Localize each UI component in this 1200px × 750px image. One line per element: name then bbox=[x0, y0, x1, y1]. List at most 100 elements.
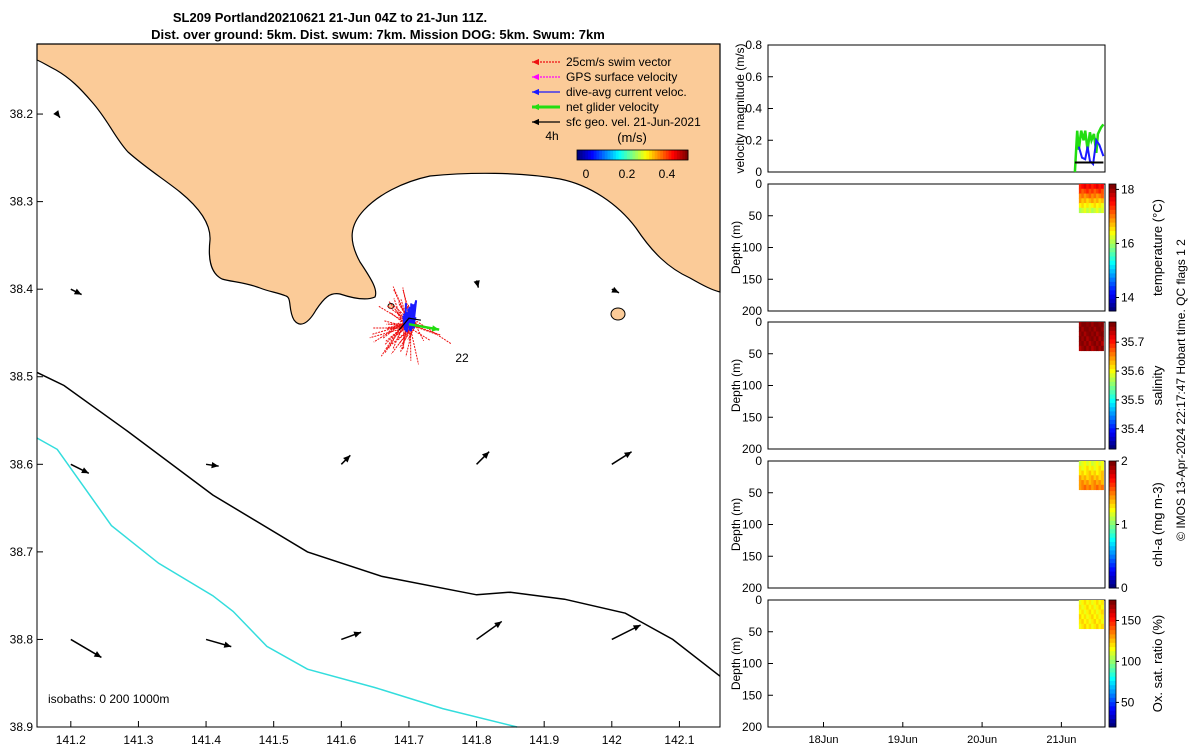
depth-colorbar-cell bbox=[1109, 234, 1116, 240]
heatmap-cell bbox=[1086, 465, 1090, 472]
heatmap-cell bbox=[1100, 322, 1104, 328]
heatmap-cell bbox=[1096, 600, 1100, 606]
depth-colorbar-tick-label: 35.7 bbox=[1121, 335, 1145, 349]
colorbar-cell bbox=[582, 150, 586, 160]
heatmap-cell bbox=[1100, 604, 1104, 611]
colorbar-cell bbox=[601, 150, 606, 160]
heatmap-cell bbox=[1098, 465, 1102, 472]
heatmap-cell bbox=[1100, 600, 1104, 606]
depth-colorbar-cell bbox=[1109, 503, 1116, 509]
colorbar-cell bbox=[649, 150, 653, 160]
heatmap-cell bbox=[1086, 193, 1090, 199]
heatmap-cell bbox=[1091, 465, 1095, 472]
colorbar-tick-1: 0.2 bbox=[619, 167, 636, 181]
heatmap-cell bbox=[1096, 484, 1100, 491]
heatmap-cell bbox=[1078, 341, 1082, 347]
heatmap-cell bbox=[1100, 619, 1104, 625]
heatmap-cell bbox=[1093, 465, 1097, 472]
heatmap-cell bbox=[1088, 480, 1092, 486]
velocity-y-tick-label: 0.4 bbox=[745, 102, 762, 116]
depth-y-tick-label: 150 bbox=[742, 549, 762, 563]
heatmap-cell bbox=[1088, 600, 1092, 606]
heatmap-cell bbox=[1098, 184, 1102, 190]
heatmap-cell bbox=[1096, 331, 1100, 337]
heatmap-cell bbox=[1093, 609, 1097, 615]
heatmap-cell bbox=[1088, 184, 1092, 190]
map-y-tick-label: 38.5 bbox=[10, 370, 34, 384]
heatmap-cell bbox=[1086, 470, 1090, 476]
sfc-geo-arrow-head bbox=[223, 641, 232, 648]
depth-colorbar-cell bbox=[1109, 285, 1116, 291]
heatmap-cell bbox=[1091, 484, 1095, 491]
depth-colorbar-cell bbox=[1109, 621, 1116, 626]
heatmap-cell bbox=[1086, 623, 1090, 630]
depth-colorbar-cell bbox=[1109, 469, 1116, 475]
depth-y-tick-label: 150 bbox=[742, 688, 762, 702]
heatmap-cell bbox=[1086, 331, 1090, 337]
map-x-tick-label: 141.4 bbox=[191, 733, 221, 747]
heatmap-cell bbox=[1096, 619, 1100, 625]
depth-colorbar-cell bbox=[1109, 659, 1116, 664]
depth-colorbar-cell bbox=[1109, 360, 1116, 365]
depth-colorbar-cell bbox=[1109, 281, 1116, 287]
heatmap-cell bbox=[1100, 480, 1104, 486]
heatmap-cell bbox=[1091, 470, 1095, 476]
heatmap-cell bbox=[1100, 475, 1104, 481]
depth-colorbar-cell bbox=[1109, 549, 1116, 555]
swim-vector bbox=[399, 322, 417, 348]
depth-colorbar-cell bbox=[1109, 406, 1116, 412]
heatmap-cell bbox=[1091, 193, 1095, 199]
heatmap-cell bbox=[1088, 470, 1092, 476]
heatmap-cell bbox=[1098, 193, 1102, 199]
depth-colorbar-cell bbox=[1109, 322, 1116, 327]
heatmap-cell bbox=[1086, 475, 1090, 481]
colorbar-cell bbox=[651, 150, 656, 160]
heatmap-cell bbox=[1100, 207, 1104, 214]
colorbar-cell bbox=[577, 150, 581, 160]
depth-colorbar-cell bbox=[1109, 507, 1116, 513]
colorbar-cell bbox=[682, 150, 686, 160]
depth-colorbar-cell bbox=[1109, 680, 1116, 686]
heatmap-cell bbox=[1093, 198, 1097, 204]
heatmap-cell bbox=[1093, 619, 1097, 625]
swim-vector bbox=[395, 309, 404, 325]
colorbar-cell bbox=[615, 150, 620, 160]
heatmap-cell bbox=[1086, 184, 1090, 190]
map-x-tick-label: 141.6 bbox=[326, 733, 356, 747]
heatmap-cell bbox=[1088, 461, 1092, 467]
heatmap-cell bbox=[1098, 484, 1102, 491]
depth-colorbar-cell bbox=[1109, 494, 1116, 500]
heatmap-cell bbox=[1091, 345, 1095, 352]
depth-y-label: Depth (m) bbox=[729, 359, 743, 412]
heatmap-cell bbox=[1083, 326, 1087, 333]
depth-colorbar-cell bbox=[1109, 524, 1116, 530]
heatmap-cell bbox=[1083, 623, 1087, 630]
heatmap-cell bbox=[1086, 600, 1090, 606]
legend-label: sfc geo. vel. 21-Jun-2021 bbox=[566, 115, 701, 129]
heatmap-cell bbox=[1083, 188, 1087, 195]
colorbar-cell bbox=[674, 150, 678, 160]
depth-colorbar-cell bbox=[1109, 432, 1116, 437]
depth-colorbar-cell bbox=[1109, 545, 1116, 551]
time-x-tick-label: 19Jun bbox=[888, 734, 918, 746]
heatmap-cell bbox=[1098, 336, 1102, 342]
depth-colorbar-cell bbox=[1109, 562, 1116, 568]
depth-colorbar-cell bbox=[1109, 306, 1116, 312]
heatmap-cell bbox=[1091, 326, 1095, 333]
legend-label: dive-avg current veloc. bbox=[566, 85, 687, 99]
heatmap-cell bbox=[1096, 188, 1100, 195]
depth-colorbar-cell bbox=[1109, 338, 1116, 344]
depth-colorbar-cell bbox=[1109, 710, 1116, 715]
depth-colorbar-cell bbox=[1109, 415, 1116, 420]
depth-colorbar-cell bbox=[1109, 343, 1116, 348]
depth-colorbar-cell bbox=[1109, 541, 1116, 547]
heatmap-cell bbox=[1091, 336, 1095, 342]
depth-colorbar-cell bbox=[1109, 638, 1116, 643]
heatmap-cell bbox=[1098, 198, 1102, 204]
heatmap-cell bbox=[1081, 484, 1085, 491]
depth-panel-frame bbox=[767, 321, 1106, 450]
depth-colorbar-cell bbox=[1109, 330, 1116, 336]
depth-colorbar-cell bbox=[1109, 436, 1116, 442]
